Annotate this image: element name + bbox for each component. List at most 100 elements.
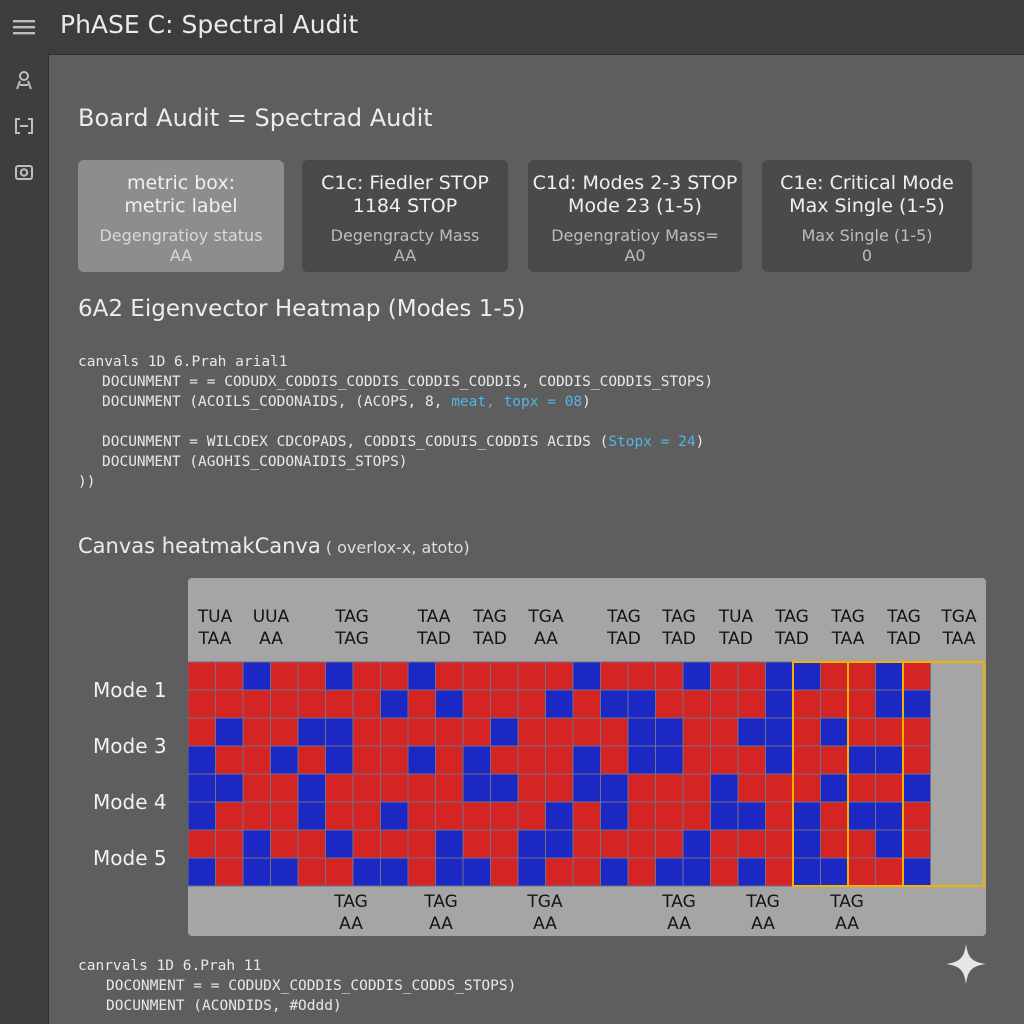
code-block-2: canrvals 1D 6.Prah 11 DOCONMENT = = CODUD… xyxy=(78,956,516,1016)
heatmap-cell xyxy=(545,661,574,691)
heatmap-cell xyxy=(682,689,711,719)
heatmap-cell xyxy=(435,661,464,691)
heatmap-cell xyxy=(875,801,904,831)
left-rail xyxy=(0,0,49,1024)
heatmap-cell xyxy=(737,661,766,691)
heatmap-cell xyxy=(545,717,574,747)
heatmap-cell xyxy=(627,801,656,831)
metric-label-1b: metric label xyxy=(124,195,238,217)
bracket-icon[interactable] xyxy=(8,110,40,142)
heatmap-cell xyxy=(600,829,629,859)
heatmap-top-label: TAG xyxy=(774,607,809,627)
heatmap-cell xyxy=(352,829,381,859)
heatmap-cell xyxy=(545,773,574,803)
heatmap-cell xyxy=(215,801,244,831)
metric-status-3a: Degengratioy Mass= xyxy=(551,226,719,245)
canvas-title-note: ( overlox-x, atoto) xyxy=(325,538,470,557)
heatmap-cell xyxy=(737,773,766,803)
heatmap-cell xyxy=(792,857,821,887)
heatmap-bottom-label: AA xyxy=(751,914,775,934)
heatmap-cell xyxy=(902,829,931,859)
heatmap-top-label: TGA xyxy=(527,607,564,627)
heatmap-cell xyxy=(435,773,464,803)
heatmap-cell xyxy=(600,717,629,747)
heatmap-cell xyxy=(820,773,849,803)
heatmap-bottom-label: TGA xyxy=(526,892,563,912)
heatmap-cell xyxy=(462,689,491,719)
heatmap-cell xyxy=(875,829,904,859)
heatmap-top-label: AA xyxy=(259,629,283,649)
heatmap-cell xyxy=(600,801,629,831)
heatmap-cell xyxy=(352,745,381,775)
heatmap-top-label: TAD xyxy=(472,629,507,649)
heatmap-cell xyxy=(682,745,711,775)
heatmap-section-title: 6A2 Eigenvector Heatmap (Modes 1-5) xyxy=(78,296,526,322)
user-icon[interactable] xyxy=(8,64,40,96)
heatmap-cell xyxy=(187,745,216,775)
heatmap-cell xyxy=(380,829,409,859)
heatmap-cell xyxy=(792,773,821,803)
heatmap-cell xyxy=(407,717,436,747)
heatmap-cell xyxy=(352,689,381,719)
heatmap-cell xyxy=(380,745,409,775)
heatmap-cell xyxy=(270,689,299,719)
heatmap-cell xyxy=(737,717,766,747)
heatmap-cell xyxy=(875,717,904,747)
heatmap-cell xyxy=(325,745,354,775)
heatmap-cell xyxy=(710,717,739,747)
heatmap-cell xyxy=(215,661,244,691)
heatmap-top-label: TAD xyxy=(416,629,451,649)
heatmap-cell xyxy=(600,689,629,719)
sparkle-icon[interactable] xyxy=(944,942,988,986)
camera-icon[interactable] xyxy=(8,156,40,188)
heatmap-cell xyxy=(490,801,519,831)
metric-status-1a: Degengratioy status xyxy=(99,226,263,245)
heatmap-cell xyxy=(627,689,656,719)
metric-box-2[interactable]: C1c: Fiedler STOP 1184 STOP Degengracty M… xyxy=(302,160,508,272)
heatmap-cell xyxy=(462,745,491,775)
heatmap-cell xyxy=(270,773,299,803)
heatmap-cell xyxy=(737,801,766,831)
menu-icon[interactable] xyxy=(8,11,40,43)
heatmap-cell xyxy=(682,773,711,803)
metric-label-4b: Max Single (1-5) xyxy=(789,195,945,217)
heatmap-cell xyxy=(682,829,711,859)
heatmap-cell xyxy=(875,661,904,691)
heatmap-bottom-label: TAG xyxy=(745,892,780,912)
heatmap-cell xyxy=(215,745,244,775)
code2-line2: DOCONMENT = = CODUDX_CODDIS_CODDIS_CODDS… xyxy=(106,978,517,994)
heatmap-cell xyxy=(352,661,381,691)
mode-label-5: Mode 5 xyxy=(93,846,167,870)
heatmap-cell xyxy=(325,689,354,719)
heatmap-top-label: TAA xyxy=(831,629,865,649)
heatmap-cell xyxy=(517,857,546,887)
main-content: Board Audit = Spectrad Audit metric box:… xyxy=(48,54,1024,1024)
heatmap-top-label: TAG xyxy=(886,607,921,627)
heatmap-cell xyxy=(600,745,629,775)
heatmap-canvas[interactable]: TUATAAUUAAATAGTAGTAATADTAGTADTGAAATAGTAD… xyxy=(187,578,986,936)
heatmap-top-label: TGA xyxy=(940,607,977,627)
heatmap-cell xyxy=(490,745,519,775)
heatmap-top-label: TAD xyxy=(774,629,809,649)
heatmap-cell xyxy=(242,829,271,859)
metric-label-1a: metric box: xyxy=(127,172,235,194)
heatmap-cell xyxy=(215,717,244,747)
heatmap-cell xyxy=(187,689,216,719)
heatmap-cell xyxy=(765,689,794,719)
heatmap-top-label: TAG xyxy=(472,607,507,627)
heatmap-cell xyxy=(325,801,354,831)
metric-box-1[interactable]: metric box: metric label Degengratioy sta… xyxy=(78,160,284,272)
metric-box-4[interactable]: C1e: Critical Mode Max Single (1-5) Max S… xyxy=(762,160,972,272)
heatmap-cell xyxy=(600,857,629,887)
code1-line4a: DOCUNMENT = WILCDEX CDCOPADS, CODDIS_COD… xyxy=(102,434,609,450)
heatmap-top-label: TAA xyxy=(942,629,976,649)
heatmap-cell xyxy=(792,745,821,775)
heatmap-top-label: TAG xyxy=(661,607,696,627)
heatmap-cell xyxy=(655,829,684,859)
heatmap-cell xyxy=(462,801,491,831)
heatmap-cell xyxy=(765,773,794,803)
heatmap-cell xyxy=(187,801,216,831)
heatmap-cell xyxy=(242,717,271,747)
metric-box-3[interactable]: C1d: Modes 2-3 STOP Mode 23 (1-5) Degengr… xyxy=(528,160,742,272)
metric-label-2b: 1184 STOP xyxy=(352,195,458,217)
